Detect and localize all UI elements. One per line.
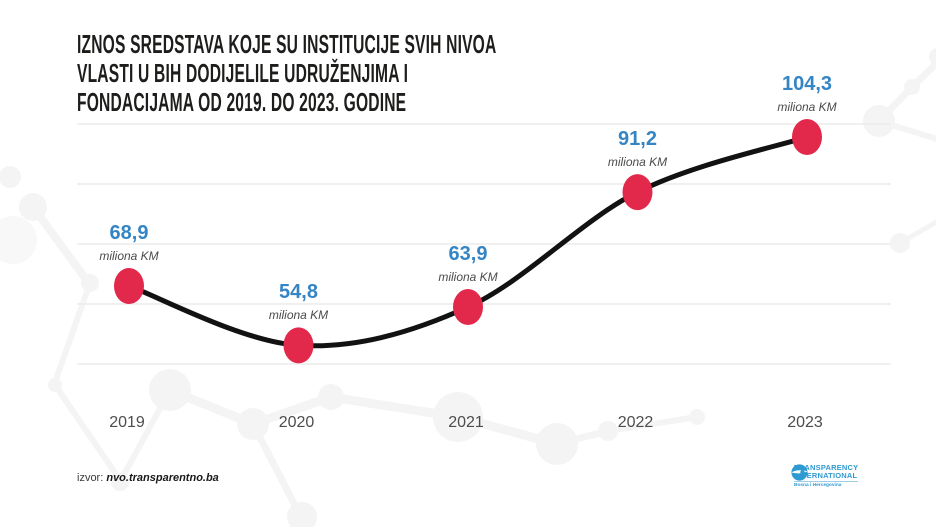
ti-logo-text: TRANSPARENCY INTERNATIONAL Bosna i Herce… — [794, 463, 859, 489]
value-label: 91,2 — [618, 128, 657, 151]
x-axis-label-2021: 2021 — [448, 414, 484, 431]
value-label: 54,8 — [279, 281, 318, 304]
chart-title-line1: IZNOS SREDSTAVA KOJE SU INSTITUCIJE SVIH… — [77, 29, 497, 59]
data-label-2022: 91,2 miliona KM — [608, 128, 667, 170]
data-label-2023: 104,3 miliona KM — [777, 73, 836, 115]
ti-globe-icon — [791, 464, 808, 481]
unit-label: miliona KM — [99, 249, 159, 263]
source-line: izvor: nvo.transparentno.ba — [77, 472, 219, 484]
data-point-2023 — [792, 119, 822, 155]
unit-label: miliona KM — [438, 270, 498, 285]
ti-logo-line1: TRANSPARENCY — [794, 463, 859, 472]
source-prefix: izvor: — [77, 472, 104, 484]
data-point-2021 — [453, 289, 483, 326]
value-label: 63,9 — [448, 243, 488, 266]
unit-label: miliona KM — [607, 155, 668, 170]
transparency-international-logo: TRANSPARENCY INTERNATIONAL Bosna i Herce… — [791, 463, 859, 489]
value-label: 104,3 — [781, 73, 833, 95]
data-point-2022 — [622, 174, 653, 211]
chart-title-line2: VLASTI U BIH DODIJELILE UDRUŽENJIMA I — [77, 58, 409, 88]
data-point-2020 — [283, 327, 314, 364]
value-label: 68,9 — [109, 222, 149, 244]
unit-label: miliona KM — [777, 100, 837, 114]
data-label-2019: 68,9 miliona KM — [99, 222, 158, 264]
unit-label: miliona KM — [268, 308, 329, 323]
data-point-2019 — [114, 268, 144, 304]
x-axis-label-2019: 2019 — [109, 414, 145, 431]
x-axis-label-2022: 2022 — [617, 414, 654, 431]
data-label-2021: 63,9 miliona KM — [438, 243, 497, 285]
ti-logo-subtitle: Bosna i Hercegovina — [794, 481, 859, 489]
ti-logo-line2: INTERNATIONAL — [794, 471, 858, 480]
x-axis-label-2023: 2023 — [787, 414, 823, 431]
chart-title-line3: FONDACIJAMA OD 2019. DO 2023. GODINE — [77, 87, 407, 117]
data-label-2020: 54,8 miliona KM — [269, 281, 328, 323]
chart-title: IZNOS SREDSTAVA KOJE SU INSTITUCIJE SVIH… — [77, 30, 496, 117]
x-axis-label-2020: 2020 — [278, 414, 315, 431]
source-name: nvo.transparentno.ba — [106, 472, 219, 484]
